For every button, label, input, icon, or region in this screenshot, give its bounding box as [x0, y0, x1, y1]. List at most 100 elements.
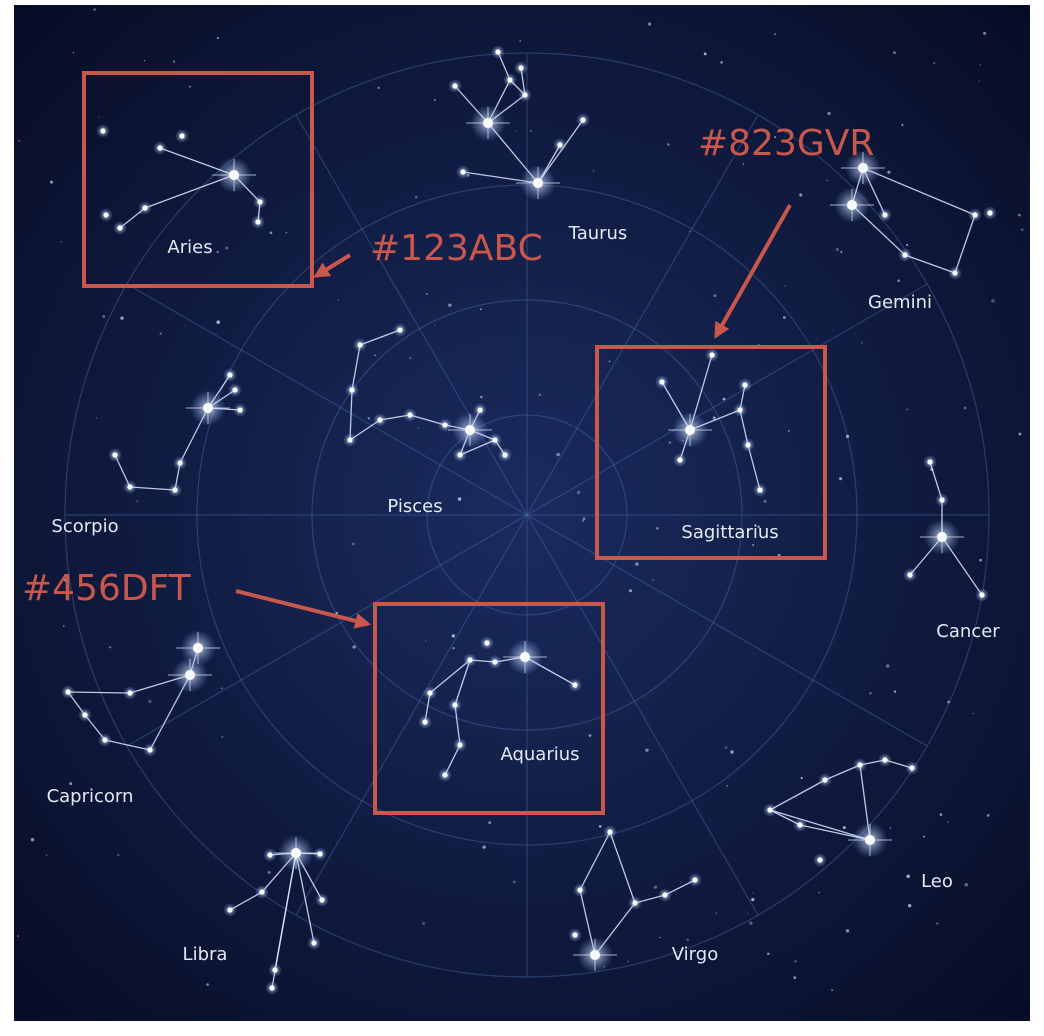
faint-star: [764, 500, 767, 503]
star: [902, 252, 907, 257]
faint-star: [519, 40, 520, 41]
constellation-label: Scorpio: [51, 516, 118, 537]
faint-star: [652, 579, 654, 581]
faint-star: [659, 937, 660, 938]
faint-star: [656, 527, 658, 529]
faint-star: [144, 60, 145, 61]
faint-star: [73, 52, 74, 53]
star: [857, 762, 862, 767]
star: [172, 487, 177, 492]
faint-star: [368, 417, 370, 419]
faint-star: [752, 892, 753, 893]
faint-star: [268, 871, 271, 874]
faint-star: [1021, 228, 1024, 231]
star: [259, 889, 264, 894]
faint-star: [831, 989, 833, 991]
faint-star: [818, 892, 819, 893]
star: [442, 422, 447, 427]
faint-star: [31, 838, 34, 841]
star: [407, 412, 412, 417]
star: [502, 452, 507, 457]
faint-star: [189, 86, 191, 88]
faint-star: [897, 279, 900, 282]
faint-star: [448, 304, 451, 307]
faint-star: [645, 749, 648, 752]
faint-star: [286, 232, 288, 234]
faint-star: [704, 52, 707, 55]
star: [157, 145, 162, 150]
star: [939, 497, 944, 502]
faint-star: [839, 477, 842, 480]
star: [577, 887, 582, 892]
faint-star: [726, 785, 728, 787]
constellation-label: Leo: [921, 871, 953, 892]
star: [142, 205, 147, 210]
star: [987, 210, 992, 215]
faint-star: [893, 51, 896, 54]
faint-star: [716, 912, 718, 914]
faint-star: [480, 308, 482, 310]
faint-star: [216, 320, 220, 324]
faint-star: [635, 562, 638, 565]
faint-star: [530, 130, 532, 132]
faint-star: [117, 854, 119, 856]
faint-star: [206, 983, 209, 986]
star: [103, 212, 108, 217]
faint-star: [225, 247, 228, 250]
faint-star: [148, 700, 151, 703]
star: [457, 742, 462, 747]
star: [607, 829, 612, 834]
faint-star: [979, 80, 981, 82]
faint-star: [749, 921, 752, 924]
faint-star: [488, 821, 491, 824]
star: [377, 417, 382, 422]
faint-star: [980, 64, 981, 65]
constellation-label: Aries: [167, 237, 212, 258]
faint-star: [173, 60, 175, 62]
star: [179, 133, 184, 138]
annotation-label: #123ABC: [370, 228, 543, 269]
faint-star: [69, 782, 72, 785]
star: [272, 967, 277, 972]
faint-star: [480, 396, 482, 398]
faint-star: [17, 935, 19, 937]
star: [117, 225, 122, 230]
star: [659, 379, 664, 384]
faint-star: [869, 692, 872, 695]
faint-star: [887, 171, 890, 174]
faint-star: [60, 241, 62, 243]
faint-star: [801, 777, 803, 779]
constellation-label: Aquarius: [500, 744, 579, 765]
faint-star: [972, 713, 974, 715]
faint-star: [713, 416, 716, 419]
faint-star: [947, 701, 950, 704]
faint-star: [417, 427, 418, 428]
faint-star: [589, 734, 592, 737]
faint-star: [964, 406, 967, 409]
star: [452, 702, 457, 707]
star: [457, 452, 462, 457]
star: [742, 382, 747, 387]
star: [882, 212, 887, 217]
faint-star: [730, 750, 733, 753]
star: [677, 457, 682, 462]
faint-star: [452, 634, 455, 637]
star: [522, 92, 527, 97]
faint-star: [933, 62, 935, 64]
star: [745, 442, 750, 447]
faint-star: [102, 315, 105, 318]
faint-star: [906, 874, 910, 878]
star: [397, 327, 402, 332]
faint-star: [894, 690, 896, 692]
star: [492, 659, 497, 664]
faint-star: [629, 589, 632, 592]
star: [557, 142, 562, 147]
star: [100, 128, 105, 133]
faint-star: [843, 826, 846, 829]
faint-star: [774, 33, 776, 35]
star: [972, 212, 977, 217]
star: [267, 852, 272, 857]
faint-star: [627, 960, 629, 962]
faint-star: [352, 543, 355, 546]
faint-star: [908, 904, 911, 907]
